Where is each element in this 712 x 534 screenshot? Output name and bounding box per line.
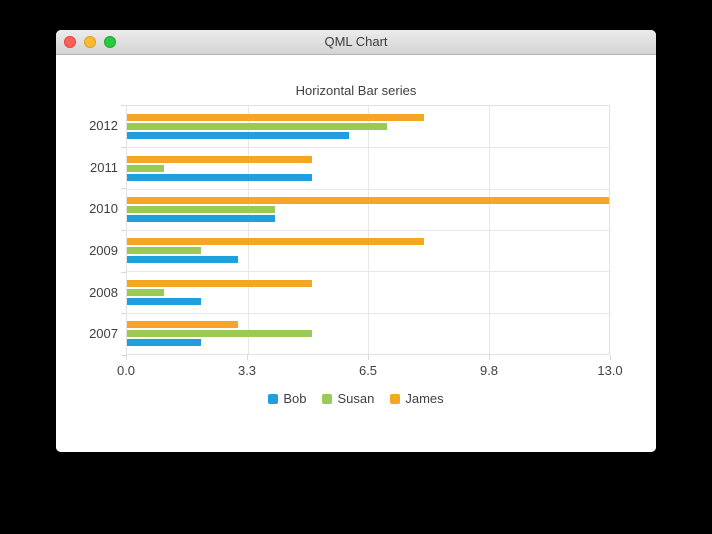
bar-bob-2012 [127,132,349,139]
x-axis-label: 6.5 [358,363,378,378]
legend-marker-icon [322,393,333,404]
plot-area [126,105,610,355]
x-axis-tick [610,355,611,360]
x-axis-label: 3.3 [237,363,257,378]
y-axis-tick [121,313,126,314]
bar-james-2009 [127,238,424,245]
bar-susan-2012 [127,123,387,130]
category-label: 2010 [89,201,118,216]
bar-susan-2008 [127,289,164,296]
y-axis-tick [121,230,126,231]
chart: Horizontal Bar series Bob Susan James 0.0 3… [56,55,656,452]
window-controls [64,36,116,48]
x-axis-label: 0.0 [116,363,136,378]
legend-marker-icon [390,393,401,404]
bar-james-2010 [127,197,609,204]
category-label: 2008 [89,285,118,300]
x-axis-tick [368,355,369,360]
x-axis-label: 9.8 [479,363,499,378]
chart-title: Horizontal Bar series [295,83,417,98]
bar-bob-2010 [127,215,275,222]
legend: Bob Susan James [56,391,656,406]
category-label: 2007 [89,326,118,341]
y-axis-tick [121,105,126,106]
app-window: QML Chart Horizontal Bar series Bob Susan… [56,30,656,452]
bar-james-2011 [127,156,312,163]
close-button[interactable] [64,36,76,48]
legend-item-bob: Bob [268,391,306,406]
legend-marker-icon [268,393,279,404]
bar-james-2007 [127,321,238,328]
bar-james-2008 [127,280,312,287]
legend-label: Bob [283,391,307,406]
zoom-button[interactable] [104,36,116,48]
y-axis-tick [121,355,126,356]
bar-bob-2008 [127,298,201,305]
bar-james-2012 [127,114,424,121]
bar-susan-2010 [127,206,275,213]
y-axis-tick [121,272,126,273]
gridline-horizontal [127,230,609,231]
x-axis-tick [489,355,490,360]
bar-bob-2009 [127,256,238,263]
legend-label: Susan [337,391,375,406]
bar-susan-2011 [127,165,164,172]
gridline-horizontal [127,313,609,314]
gridline-horizontal [127,147,609,148]
minimize-button[interactable] [84,36,96,48]
y-axis-tick [121,147,126,148]
bar-bob-2007 [127,339,201,346]
gridline-horizontal [127,271,609,272]
bar-susan-2009 [127,247,201,254]
x-axis-label: 13.0 [597,363,623,378]
titlebar[interactable]: QML Chart [56,30,656,55]
category-label: 2009 [89,243,118,258]
bar-bob-2011 [127,174,312,181]
legend-label: James [405,391,444,406]
bar-susan-2007 [127,330,312,337]
window-title: QML Chart [324,34,388,49]
legend-item-susan: Susan [322,391,374,406]
category-label: 2012 [89,118,118,133]
x-axis-tick [126,355,127,360]
x-axis-tick [247,355,248,360]
legend-item-james: James [390,391,444,406]
y-axis-tick [121,188,126,189]
category-label: 2011 [90,160,118,175]
gridline-horizontal [127,189,609,190]
